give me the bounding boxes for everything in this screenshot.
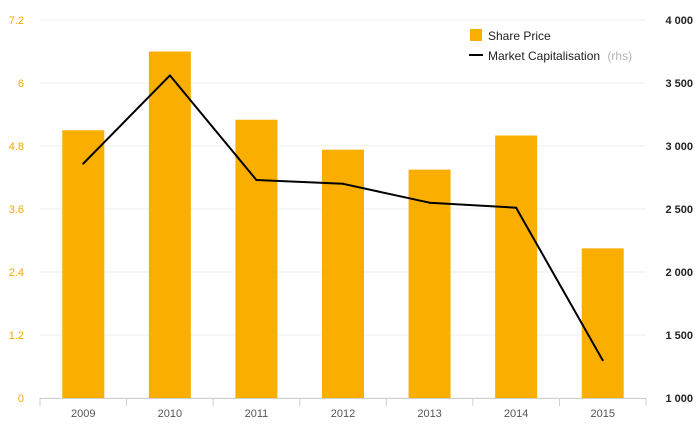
x-tick-label: 2011	[245, 408, 269, 420]
y-right-tick-label: 2 000	[665, 267, 693, 279]
bar-share-price-2010	[148, 51, 191, 398]
y-left-tick-label: 7.2	[9, 15, 24, 27]
bar-share-price-2009	[62, 130, 105, 398]
bar-share-price-2014	[495, 135, 538, 398]
x-tick-label: 2009	[71, 408, 95, 420]
y-right-tick-label: 1 500	[665, 330, 693, 342]
y-left-tick-label: 0	[18, 393, 24, 405]
bar-share-price-2013	[408, 169, 451, 398]
y-left-tick-label: 3.6	[9, 204, 24, 216]
legend: Share Price Market Capitalisation (rhs)	[469, 29, 632, 63]
x-tick-label: 2012	[331, 408, 355, 420]
y-right-tick-label: 3 000	[665, 141, 693, 153]
y-left-tick-label: 2.4	[9, 267, 24, 279]
x-tick-label: 2014	[504, 408, 528, 420]
legend-line-label: Market Capitalisation (rhs)	[488, 49, 632, 63]
axes: 0 1 000 1.2 1 500 2.4 2 000 3.6 2 500 4.8 3 000 6 3…	[9, 15, 693, 420]
y-right-tick-label: 4 000	[665, 15, 693, 27]
point-market-cap-2015	[601, 359, 604, 362]
point-market-cap-2011	[255, 179, 258, 182]
legend-bar-label: Share Price	[488, 29, 551, 43]
bar-share-price-2012	[322, 149, 364, 398]
x-tick-label: 2015	[590, 408, 614, 420]
x-tick-label: 2010	[158, 408, 182, 420]
point-market-cap-2012	[342, 182, 344, 185]
bar-series	[62, 51, 624, 398]
legend-bar-swatch	[470, 29, 482, 41]
y-right-tick-label: 1 000	[665, 393, 693, 405]
bar-share-price-2011	[235, 119, 278, 398]
point-market-cap-2014	[515, 206, 518, 209]
y-left-tick-label: 4.8	[9, 141, 24, 153]
y-right-tick-label: 3 500	[665, 78, 693, 90]
legend-line-label-main: Market Capitalisation	[488, 49, 600, 63]
point-market-cap-2010	[168, 74, 171, 77]
point-market-cap-2009	[82, 162, 85, 165]
y-left-tick-label: 1.2	[9, 330, 24, 342]
legend-line-label-rhs: (rhs)	[607, 49, 632, 63]
point-market-cap-2013	[428, 201, 431, 204]
x-tick-label: 2013	[417, 408, 441, 420]
y-left-tick-label: 6	[18, 78, 24, 90]
line-series	[82, 74, 604, 362]
bar-share-price-2015	[581, 248, 624, 398]
y-right-tick-label: 2 500	[665, 204, 693, 216]
